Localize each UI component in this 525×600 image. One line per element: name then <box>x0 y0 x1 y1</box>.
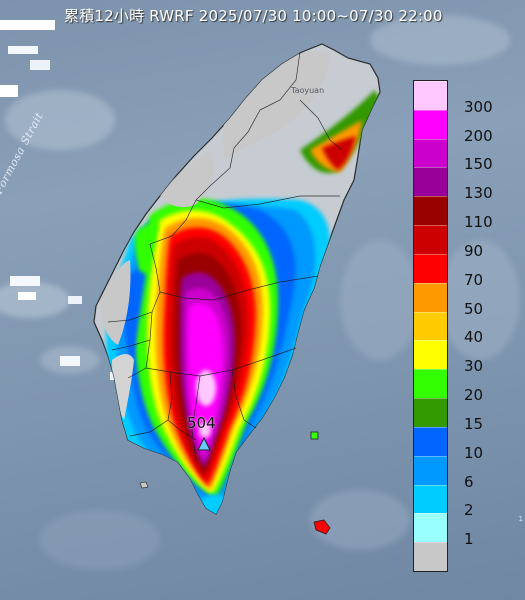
legend-swatch <box>414 369 447 399</box>
legend-swatch <box>414 484 447 514</box>
city-label-taoyuan: Taoyuan <box>291 86 325 95</box>
legend-label: 90 <box>464 241 484 260</box>
legend-swatch <box>414 455 447 485</box>
legend-label: 40 <box>464 328 484 347</box>
legend-swatch <box>414 282 447 312</box>
max-value-label: 504 <box>187 414 216 432</box>
legend-label: 20 <box>464 386 484 405</box>
legend-label: 15 <box>464 414 484 433</box>
legend-swatch <box>414 398 447 427</box>
legend-label: 200 <box>464 126 493 145</box>
legend-swatch <box>414 311 447 341</box>
legend-label: 10 <box>464 443 484 462</box>
legend-label: 130 <box>464 184 493 203</box>
legend-label: 2 <box>464 501 474 520</box>
legend-label: 300 <box>464 97 493 116</box>
legend-swatch <box>414 253 447 283</box>
legend-swatch <box>414 167 447 197</box>
legend-swatch <box>414 426 447 456</box>
legend-label: 1 <box>464 530 474 549</box>
cloud-texture <box>0 15 520 570</box>
legend-colorbar <box>413 80 448 572</box>
map-title: 累積12小時 RWRF 2025/07/30 10:00~07/30 22:00 <box>64 7 443 25</box>
legend-swatch <box>414 340 447 370</box>
legend-swatch <box>414 196 447 226</box>
peak-marker-icon <box>197 436 211 451</box>
legend-swatch <box>414 138 447 168</box>
rainfall-field <box>100 51 380 514</box>
legend-swatch <box>414 225 447 254</box>
legend-swatch <box>414 81 447 110</box>
legend-label: 50 <box>464 299 484 318</box>
legend-swatch <box>414 109 447 139</box>
county-boundaries <box>107 51 343 461</box>
legend-swatch <box>414 542 447 572</box>
legend-label: 6 <box>464 472 474 491</box>
edge-label: 1 <box>518 515 523 523</box>
legend-label: 70 <box>464 270 484 289</box>
legend-label: 110 <box>464 213 493 232</box>
legend-label: 30 <box>464 357 484 376</box>
legend-label: 150 <box>464 155 493 174</box>
legend-swatch <box>414 513 447 543</box>
outer-islands <box>139 431 331 535</box>
legend-labels: 300 200 150 130 110 90 70 50 40 30 20 15 10 6 2 1 <box>450 80 520 570</box>
